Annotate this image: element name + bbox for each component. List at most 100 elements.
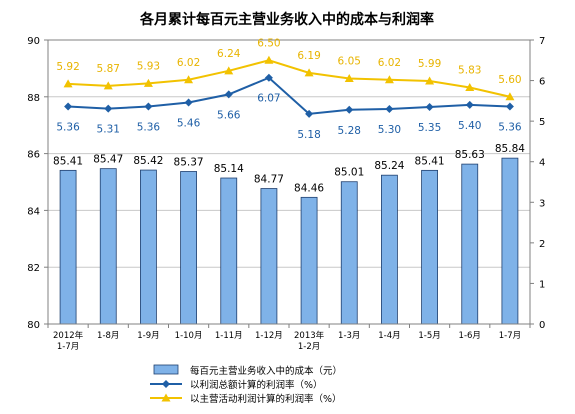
line-data-label: 5.87 bbox=[97, 63, 120, 75]
bar-data-label: 85.41 bbox=[53, 155, 83, 167]
diamond-point bbox=[264, 73, 273, 82]
diamond-point bbox=[505, 102, 514, 111]
bar bbox=[381, 174, 398, 325]
line-data-label: 6.19 bbox=[297, 50, 320, 62]
x-tick-label: 1-8月 bbox=[97, 331, 119, 341]
triangle-point bbox=[224, 66, 234, 75]
y-left-tick-label: 90 bbox=[27, 36, 40, 47]
y-right-tick-label: 2 bbox=[539, 239, 545, 250]
line-data-label: 5.60 bbox=[498, 74, 521, 86]
y-left-tick-label: 82 bbox=[27, 263, 40, 274]
line-data-label: 6.24 bbox=[217, 48, 241, 60]
triangle-point bbox=[143, 78, 153, 87]
y-left-tick-label: 80 bbox=[27, 320, 40, 331]
diamond-point bbox=[385, 104, 394, 113]
x-tick-label: 1-12月 bbox=[255, 331, 283, 341]
bar-data-label: 85.01 bbox=[334, 167, 364, 179]
bar bbox=[461, 163, 479, 325]
triangle-point bbox=[384, 75, 394, 84]
bar bbox=[421, 169, 438, 325]
line-data-label: 5.40 bbox=[458, 120, 481, 132]
bar-data-label: 85.41 bbox=[415, 155, 445, 167]
line-data-label: 6.02 bbox=[177, 57, 200, 69]
line-data-label: 5.31 bbox=[97, 124, 120, 136]
diamond-point bbox=[144, 102, 153, 111]
bar bbox=[300, 196, 318, 325]
diamond-point bbox=[305, 109, 314, 118]
y-right-tick-label: 5 bbox=[539, 117, 545, 128]
data-labels: 85.41 85.47 85.42 85.37 85.14 84.77 84.46 85.01… bbox=[53, 37, 525, 194]
x-tick-label: 1-4月 bbox=[378, 331, 400, 341]
bar-series bbox=[59, 157, 519, 325]
triangle-point bbox=[184, 75, 194, 84]
triangle-point bbox=[103, 81, 113, 90]
line-data-label: 5.30 bbox=[378, 124, 401, 136]
y-right-tick-label: 6 bbox=[539, 77, 545, 88]
bar bbox=[180, 171, 197, 325]
line-data-label: 5.92 bbox=[56, 61, 79, 73]
bar bbox=[260, 188, 278, 325]
line-data-label: 6.07 bbox=[257, 93, 280, 105]
line-data-label: 6.50 bbox=[257, 37, 280, 49]
x-tick-label: 2012年 bbox=[53, 330, 84, 341]
triangle-point bbox=[63, 79, 73, 88]
line-data-label: 6.05 bbox=[338, 56, 361, 68]
x-tick-label: 1-10月 bbox=[175, 331, 203, 341]
diamond-point bbox=[425, 102, 434, 111]
diamond-point bbox=[184, 98, 193, 107]
triangle-point bbox=[344, 74, 354, 83]
line-data-label: 5.46 bbox=[177, 117, 201, 129]
line-data-label: 5.99 bbox=[418, 58, 441, 70]
bar-data-label: 85.37 bbox=[174, 156, 204, 168]
line-data-label: 5.66 bbox=[217, 109, 241, 121]
bar bbox=[99, 168, 117, 325]
x-tick-label: 1-6月 bbox=[459, 331, 481, 341]
y-right-tick-label: 4 bbox=[539, 158, 545, 169]
line-series bbox=[63, 55, 515, 118]
diamond-point bbox=[64, 102, 73, 111]
bar bbox=[501, 157, 519, 325]
triangle-point bbox=[304, 68, 314, 77]
triangle-point bbox=[505, 92, 515, 101]
bar-data-label: 85.84 bbox=[495, 143, 525, 155]
line-data-label: 5.83 bbox=[458, 64, 481, 76]
line-data-label: 5.36 bbox=[498, 122, 522, 134]
triangle-point bbox=[425, 76, 435, 85]
line-data-label: 5.36 bbox=[137, 122, 161, 134]
bar-data-label: 84.46 bbox=[294, 182, 324, 194]
legend-label: 每百元主营业务收入中的成本（元） bbox=[190, 365, 342, 377]
legend: 每百元主营业务收入中的成本（元） 以利润总额计算的利润率（%） 以主营活动利润计算的… bbox=[150, 364, 342, 405]
bar bbox=[340, 181, 358, 325]
legend-marker bbox=[161, 393, 171, 402]
line-data-label: 5.18 bbox=[297, 129, 320, 141]
legend-swatch bbox=[153, 364, 179, 375]
y-left-tick-label: 86 bbox=[27, 150, 40, 161]
legend-label: 以主营活动利润计算的利润率（%） bbox=[190, 393, 342, 405]
legend-marker bbox=[162, 380, 170, 388]
y-left-tick-label: 88 bbox=[27, 93, 40, 104]
x-tick-label: 1-7月 bbox=[499, 331, 521, 341]
bar-data-label: 84.77 bbox=[254, 174, 284, 186]
bar bbox=[59, 169, 77, 325]
x-tick-label: 1-11月 bbox=[215, 331, 243, 341]
legend-label: 以利润总额计算的利润率（%） bbox=[190, 379, 323, 391]
y-right-tick-label: 1 bbox=[539, 279, 545, 290]
bar-data-label: 85.24 bbox=[374, 160, 404, 172]
y-left-tick-label: 84 bbox=[27, 206, 40, 217]
bar-data-label: 85.42 bbox=[133, 155, 163, 167]
y-right-tick-label: 0 bbox=[539, 320, 545, 331]
x-tick-label: 1-3月 bbox=[338, 331, 360, 341]
diamond-point bbox=[345, 105, 354, 114]
line-data-label: 5.93 bbox=[137, 60, 160, 72]
bar-data-label: 85.47 bbox=[93, 154, 123, 166]
bar bbox=[140, 169, 157, 325]
diamond-point bbox=[465, 100, 474, 109]
y-right-tick-label: 3 bbox=[539, 198, 545, 209]
line-data-label: 6.02 bbox=[378, 57, 401, 69]
triangle-point bbox=[264, 55, 274, 64]
triangle-point bbox=[465, 82, 475, 91]
bar-data-label: 85.14 bbox=[214, 163, 244, 175]
x-tick-label: 1-5月 bbox=[418, 331, 440, 341]
